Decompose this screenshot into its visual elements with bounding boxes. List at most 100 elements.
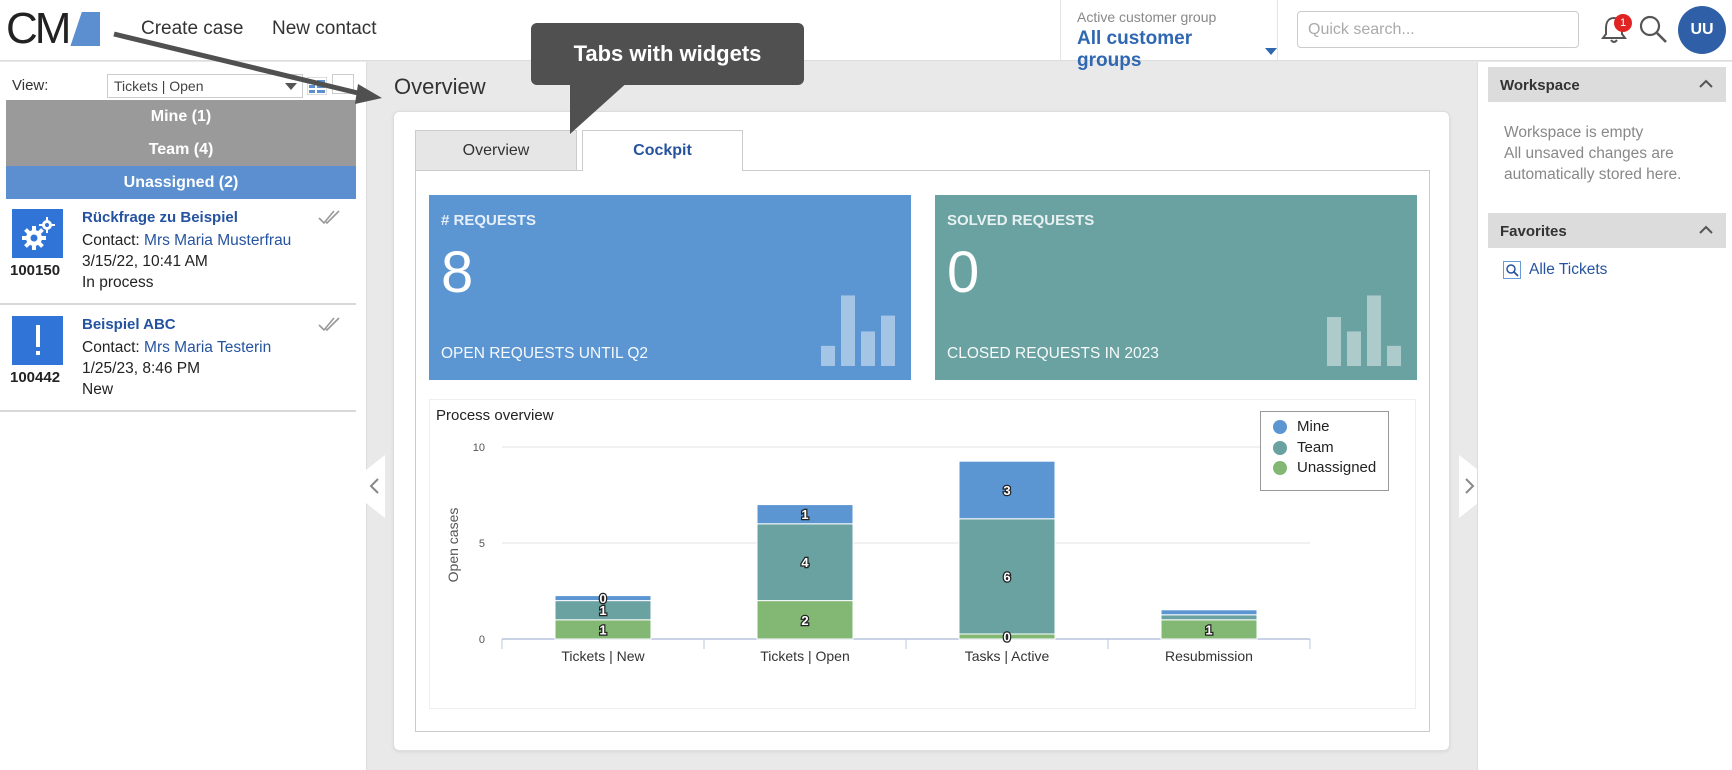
legend-item-unassigned[interactable]: Unassigned — [1273, 459, 1376, 476]
search-icon[interactable] — [1638, 14, 1668, 44]
data-label: 6 — [1003, 569, 1010, 584]
callout-pointer — [570, 80, 630, 134]
spark-bar — [1347, 331, 1361, 366]
data-label: 0 — [599, 591, 606, 606]
active-customer-group[interactable]: Active customer group All customer group… — [1060, 0, 1278, 71]
favorites-title: Favorites — [1500, 223, 1567, 240]
ticket-item[interactable]: 100442 Beispiel ABC Contact: Mrs Maria T… — [0, 306, 356, 412]
chevron-up-icon[interactable] — [1698, 77, 1714, 91]
ticket-contact-label: Contact: — [82, 339, 145, 356]
tab-cockpit[interactable]: Cockpit — [582, 130, 743, 171]
bar-segment[interactable] — [958, 460, 1056, 520]
page-title: Overview — [394, 74, 486, 99]
kpi-subtitle: CLOSED REQUESTS IN 2023 — [947, 345, 1159, 362]
ticket-status: New — [82, 381, 114, 398]
ticket-contact: Contact: Mrs Maria Testerin — [82, 339, 271, 357]
bar-segment[interactable] — [756, 504, 854, 525]
chevron-up-icon[interactable] — [1698, 223, 1714, 237]
legend-item-team[interactable]: Team — [1273, 439, 1334, 456]
spark-bar — [881, 315, 895, 366]
kpi-solved-widget[interactable]: SOLVED REQUESTS 0 CLOSED REQUESTS IN 202… — [935, 195, 1417, 380]
ticket-date: 3/15/22, 10:41 AM — [82, 253, 208, 270]
bar-segment[interactable] — [958, 518, 1056, 635]
view-select-value: Tickets | Open — [114, 78, 204, 94]
create-case-link[interactable]: Create case — [141, 18, 244, 39]
favorites-header[interactable]: Favorites — [1488, 213, 1726, 248]
ticket-title[interactable]: Rückfrage zu Beispiel — [82, 209, 238, 226]
ticket-contact: Contact: Mrs Maria Musterfrau — [82, 232, 291, 250]
workspace-note: All unsaved changes are automatically st… — [1504, 145, 1682, 183]
right-sidebar: Workspace Workspace is empty All unsaved… — [1477, 62, 1732, 770]
check-icon[interactable] — [318, 209, 342, 227]
left-sidebar: View: Tickets | Open Mine (1) Team (4) U… — [0, 62, 367, 770]
legend-item-mine[interactable]: Mine — [1273, 418, 1330, 435]
kpi-label: SOLVED REQUESTS — [947, 212, 1095, 229]
ticket-item[interactable]: 100150 Rückfrage zu Beispiel Contact: Mr… — [0, 199, 356, 305]
new-contact-link[interactable]: New contact — [272, 18, 377, 39]
bar-segment[interactable] — [756, 523, 854, 602]
y-tick-label: 10 — [473, 442, 485, 454]
view-select[interactable]: Tickets | Open — [107, 74, 303, 98]
bar-segment[interactable] — [756, 600, 854, 640]
group-unassigned[interactable]: Unassigned (2) — [6, 166, 356, 199]
data-label: 4 — [801, 555, 809, 570]
ticket-title[interactable]: Beispiel ABC — [82, 316, 176, 333]
y-tick-label: 5 — [479, 538, 485, 550]
annotation-arrow — [113, 31, 382, 104]
data-label: 2 — [801, 613, 808, 628]
annotation-callout: Tabs with widgets — [531, 23, 804, 85]
spark-bar — [1327, 317, 1341, 366]
search-icon — [1503, 261, 1521, 279]
avatar[interactable]: UU — [1678, 6, 1726, 54]
ticket-contact-link[interactable]: Mrs Maria Musterfrau — [144, 232, 292, 249]
bar-chart-icon — [1327, 295, 1401, 366]
chart-title: Process overview — [436, 407, 554, 424]
ticket-number: 100442 — [10, 369, 61, 386]
kpi-requests-widget[interactable]: # REQUESTS 8 OPEN REQUESTS UNTIL Q2 — [429, 195, 911, 380]
logo[interactable]: CM — [6, 7, 101, 51]
spark-bar — [861, 331, 875, 366]
notification-badge: 1 — [1614, 14, 1632, 32]
collapse-left-handle[interactable] — [365, 455, 385, 518]
x-tick-label: Tickets | Open — [760, 648, 849, 664]
active-group-select[interactable]: All customer groups — [1077, 28, 1277, 72]
quick-search-input[interactable] — [1297, 11, 1579, 48]
ticket-number: 100150 — [10, 262, 61, 279]
legend-label: Unassigned — [1297, 459, 1377, 476]
ticket-contact-link[interactable]: Mrs Maria Testerin — [144, 339, 272, 356]
chevron-down-icon — [285, 83, 297, 90]
workspace-title: Workspace — [1500, 77, 1580, 94]
check-icon[interactable] — [318, 316, 342, 334]
active-group-label: Active customer group — [1077, 9, 1217, 25]
exclamation-icon — [12, 316, 63, 365]
spark-bar — [841, 295, 855, 366]
spark-bar — [1367, 295, 1381, 366]
y-tick-label: 0 — [479, 634, 485, 646]
bar-segment[interactable] — [554, 595, 652, 602]
process-overview-widget: Process overview Open cases 0 5 10 Tickets | … — [429, 399, 1416, 709]
bar-segment[interactable] — [1160, 609, 1258, 616]
kpi-subtitle: OPEN REQUESTS UNTIL Q2 — [441, 345, 648, 362]
active-group-value: All customer groups — [1077, 28, 1193, 71]
group-mine[interactable]: Mine (1) — [6, 100, 356, 133]
ticket-date: 1/25/23, 8:46 PM — [82, 360, 201, 377]
spark-bar — [1387, 345, 1401, 366]
group-team[interactable]: Team (4) — [6, 133, 356, 166]
x-tick-label: Tickets | New — [561, 648, 645, 664]
chart-legend: Mine Team Unassigned — [1260, 411, 1389, 491]
bar-segment[interactable] — [1160, 614, 1258, 621]
workspace-header[interactable]: Workspace — [1488, 67, 1726, 102]
workspace-text: Workspace is empty All unsaved changes a… — [1504, 122, 1724, 185]
workspace-empty: Workspace is empty — [1504, 124, 1644, 141]
data-label: 1 — [1205, 622, 1212, 637]
favorite-link-alle-tickets[interactable]: Alle Tickets — [1503, 261, 1607, 279]
chevron-right-icon — [1465, 478, 1475, 494]
logo-mark — [70, 12, 101, 46]
data-label: 1 — [599, 622, 606, 637]
dashboard-card: Overview Cockpit # REQUESTS 8 OPEN REQUE… — [393, 111, 1450, 751]
y-axis-label: Open cases — [445, 508, 461, 583]
collapse-right-handle[interactable] — [1459, 455, 1479, 518]
chevron-left-icon — [369, 478, 379, 494]
tab-overview[interactable]: Overview — [415, 130, 577, 170]
